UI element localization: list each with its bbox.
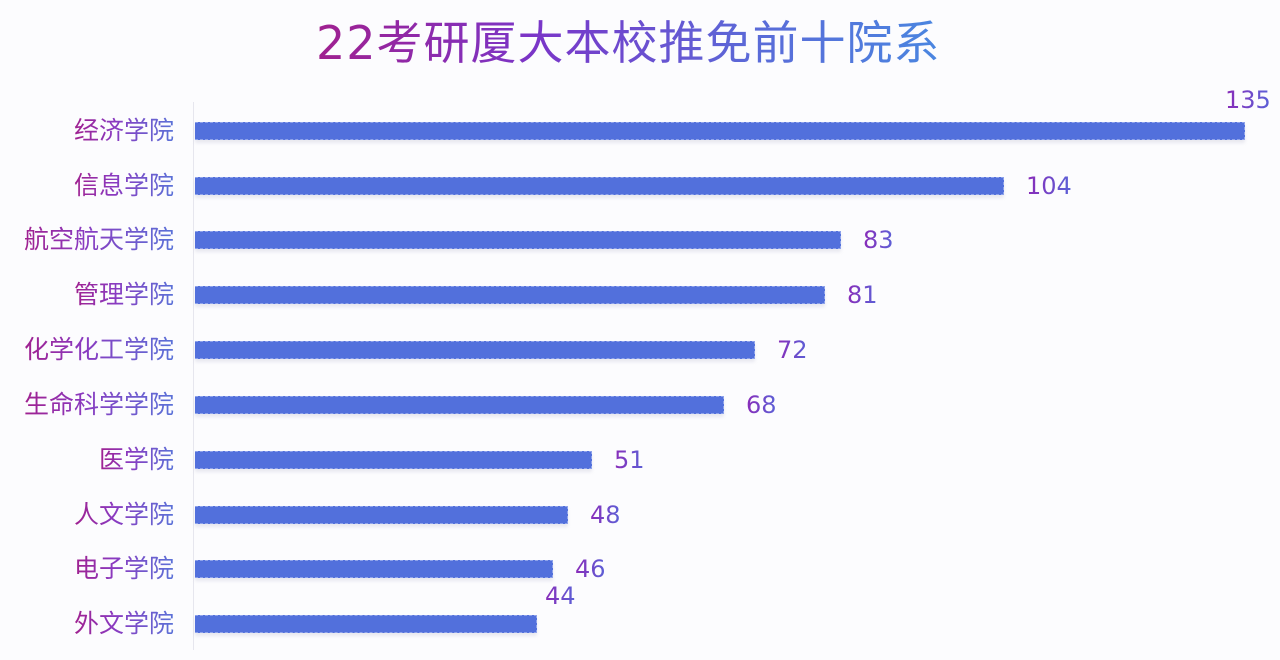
y-axis-line	[193, 102, 194, 650]
bar-row: 管理学院 81	[0, 268, 1280, 322]
category-label: 生命科学学院	[24, 378, 174, 432]
value-label: 48	[590, 488, 621, 542]
bar[interactable]	[195, 506, 568, 524]
bar[interactable]	[195, 560, 553, 578]
bar[interactable]	[195, 396, 724, 414]
value-label: 83	[863, 213, 894, 267]
bar-row: 信息学院 104	[0, 159, 1280, 213]
category-label: 航空航天学院	[24, 213, 174, 267]
bar[interactable]	[195, 286, 825, 304]
value-label: 68	[746, 378, 777, 432]
chart-title-container: 22考研厦大本校推免前十院系	[316, 8, 976, 78]
category-label: 化学化工学院	[24, 323, 174, 377]
category-label: 医学院	[99, 433, 174, 487]
bar-row: 经济学院 135	[0, 86, 1280, 158]
bar-row: 电子学院 46	[0, 542, 1280, 596]
category-label: 电子学院	[74, 542, 174, 596]
value-label: 51	[614, 433, 645, 487]
bar-row: 外文学院 44	[0, 582, 1280, 651]
chart-title: 22考研厦大本校推免前十院系	[316, 8, 941, 78]
value-label: 104	[1026, 159, 1072, 213]
bar[interactable]	[195, 177, 1004, 195]
category-label: 信息学院	[74, 159, 174, 213]
category-label: 人文学院	[74, 488, 174, 542]
bar[interactable]	[195, 122, 1245, 140]
bar-row: 化学化工学院 72	[0, 323, 1280, 377]
value-label: 46	[575, 542, 606, 596]
value-label: 135	[1225, 73, 1271, 127]
category-label: 管理学院	[74, 268, 174, 322]
bar[interactable]	[195, 451, 592, 469]
value-label: 44	[545, 569, 576, 623]
bar-row: 人文学院 48	[0, 488, 1280, 542]
bar-row: 生命科学学院 68	[0, 378, 1280, 432]
bar-row: 航空航天学院 83	[0, 213, 1280, 267]
category-label: 经济学院	[74, 104, 174, 158]
bar-row: 医学院 51	[0, 433, 1280, 487]
bar[interactable]	[195, 341, 755, 359]
value-label: 81	[847, 268, 878, 322]
category-label: 外文学院	[74, 597, 174, 651]
bar[interactable]	[195, 615, 537, 633]
value-label: 72	[777, 323, 808, 377]
bar[interactable]	[195, 231, 841, 249]
